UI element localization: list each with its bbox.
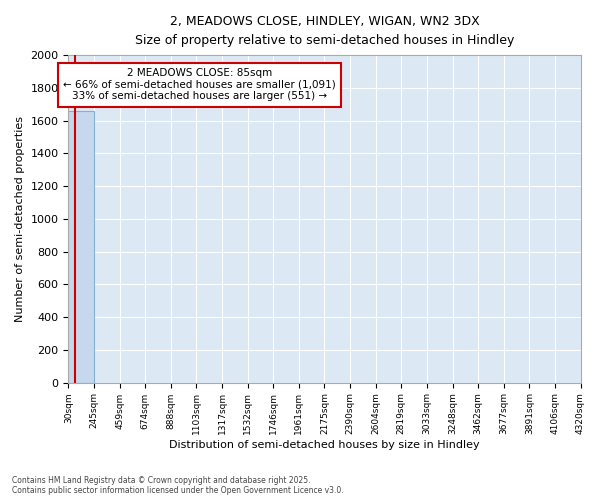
- Text: Contains HM Land Registry data © Crown copyright and database right 2025.
Contai: Contains HM Land Registry data © Crown c…: [12, 476, 344, 495]
- Title: 2, MEADOWS CLOSE, HINDLEY, WIGAN, WN2 3DX
Size of property relative to semi-deta: 2, MEADOWS CLOSE, HINDLEY, WIGAN, WN2 3D…: [135, 15, 514, 47]
- Bar: [68, 111, 94, 382]
- Y-axis label: Number of semi-detached properties: Number of semi-detached properties: [15, 116, 25, 322]
- X-axis label: Distribution of semi-detached houses by size in Hindley: Distribution of semi-detached houses by …: [169, 440, 480, 450]
- Text: 2 MEADOWS CLOSE: 85sqm
← 66% of semi-detached houses are smaller (1,091)
33% of : 2 MEADOWS CLOSE: 85sqm ← 66% of semi-det…: [64, 68, 336, 102]
